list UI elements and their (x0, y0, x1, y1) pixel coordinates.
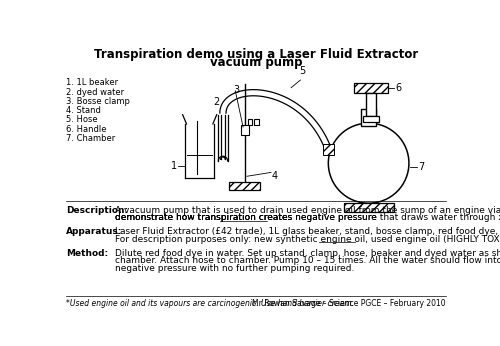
Text: 6: 6 (396, 83, 402, 93)
Text: 3: 3 (234, 85, 240, 95)
Text: demonstrate how transpiration creates negative pressure: demonstrate how transpiration creates ne… (115, 213, 377, 222)
Text: A vacuum pump that is used to drain used engine oil from the sump of an engine v: A vacuum pump that is used to drain used… (115, 206, 500, 215)
Bar (366, 93, 376, 116)
Text: Description:: Description: (66, 206, 128, 215)
Bar (323, 144, 334, 155)
Text: Mr Rowan Savage – Science PGCE – February 2010: Mr Rowan Savage – Science PGCE – Februar… (252, 299, 446, 308)
Text: 1. 1L beaker: 1. 1L beaker (66, 79, 118, 88)
Bar (254, 119, 258, 125)
Text: chamber. Attach hose to chamber. Pump 10 – 15 times. All the water should flow i: chamber. Attach hose to chamber. Pump 10… (115, 256, 500, 265)
Text: 4. Stand: 4. Stand (66, 106, 101, 115)
Text: Apparatus:: Apparatus: (66, 227, 123, 236)
Text: 5: 5 (299, 66, 305, 76)
Text: 3. Bosse clamp: 3. Bosse clamp (66, 97, 130, 106)
Text: 2: 2 (213, 97, 219, 107)
Text: Laser Fluid Extractor (£42 trade), 1L glass beaker, stand, bosse clamp, red food: Laser Fluid Extractor (£42 trade), 1L gl… (115, 227, 500, 236)
Text: 6. Handle: 6. Handle (66, 125, 107, 134)
Text: Method:: Method: (66, 249, 108, 258)
Text: 5. Hose: 5. Hose (66, 116, 98, 125)
Bar (241, 125, 248, 136)
Text: vacuum pump: vacuum pump (210, 56, 302, 69)
Text: negative pressure with no further pumping required.: negative pressure with no further pumpin… (115, 264, 354, 273)
Text: 7. Chamber: 7. Chamber (66, 134, 116, 143)
Bar (363, 116, 378, 122)
Text: demonstrate how transpiration creates: demonstrate how transpiration creates (115, 213, 296, 222)
Text: Transpiration demo using a Laser Fluid Extractor: Transpiration demo using a Laser Fluid E… (94, 48, 418, 61)
Bar (344, 203, 394, 212)
Text: demonstrate how transpiration creates negative pressure that draws water through: demonstrate how transpiration creates ne… (115, 213, 500, 222)
Circle shape (328, 123, 409, 203)
Bar (354, 83, 388, 93)
Text: 1: 1 (171, 161, 177, 171)
Text: 7: 7 (418, 162, 424, 172)
Bar (248, 119, 252, 125)
Text: Dilute red food dye in water. Set up stand, clamp, hose, beaker and dyed water a: Dilute red food dye in water. Set up sta… (115, 249, 500, 258)
Text: For description purposes only: new synthetic engine oil, used engine oil (HIGHLY: For description purposes only: new synth… (115, 235, 500, 244)
Text: 4: 4 (272, 171, 278, 181)
Text: *Used engine oil and its vapours are carcinogenic. Use hand barrier cream.: *Used engine oil and its vapours are car… (66, 299, 354, 308)
Text: 2. dyed water: 2. dyed water (66, 88, 124, 97)
Bar (361, 109, 376, 126)
Bar (229, 182, 260, 190)
